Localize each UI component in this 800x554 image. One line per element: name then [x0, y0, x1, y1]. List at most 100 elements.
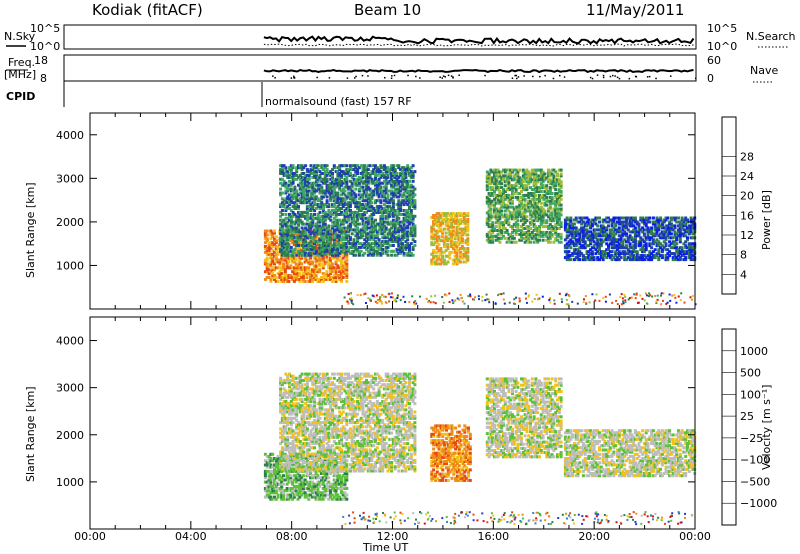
- echo-cell: [689, 248, 693, 252]
- echo-cell: [343, 189, 347, 193]
- echo-cell: [485, 188, 489, 192]
- echo-cell: [437, 237, 441, 241]
- echo-cell: [332, 181, 336, 185]
- echo-cell: [302, 181, 306, 185]
- echo-cell: [523, 170, 527, 174]
- echo-cell: [377, 224, 381, 228]
- echo-cell: [366, 172, 370, 175]
- echo-cell: [375, 253, 379, 257]
- echo-cell: [309, 203, 313, 207]
- echo-cell: [365, 220, 368, 224]
- echo-cell: [612, 244, 616, 248]
- echo-cell: [677, 252, 680, 256]
- echo-cell: [574, 240, 578, 244]
- echo-cell: [332, 187, 336, 191]
- echo-cell: [612, 226, 616, 230]
- echo-cell: [664, 258, 668, 262]
- echo-cell: [336, 175, 340, 179]
- echo-cell: [327, 185, 331, 189]
- echo-cell: [625, 222, 628, 226]
- echo-cell: [361, 226, 365, 230]
- echo-cell: [523, 221, 527, 225]
- echo-cell: [494, 201, 498, 205]
- echo-cell: [576, 252, 580, 256]
- echo-cell: [282, 172, 286, 175]
- echo-cell: [282, 222, 286, 226]
- echo-cell: [444, 262, 448, 266]
- echo-cell: [345, 274, 349, 278]
- echo-cell: [280, 201, 284, 205]
- echo-cell: [356, 207, 360, 210]
- echo-cell: [444, 214, 448, 217]
- echo-cell: [572, 244, 576, 248]
- echo-cell: [617, 216, 621, 220]
- echo-cell: [565, 252, 569, 256]
- echo-cell: [359, 214, 363, 218]
- echo-cell: [493, 182, 496, 186]
- echo-cell: [677, 295, 680, 298]
- echo-cell: [648, 230, 652, 234]
- echo-cell: [616, 256, 619, 260]
- echo-cell: [397, 238, 401, 242]
- echo-cell: [350, 168, 354, 172]
- echo-cell: [581, 256, 585, 260]
- echo-cell: [372, 245, 376, 249]
- echo-cell: [352, 253, 356, 257]
- echo-cell: [411, 245, 415, 249]
- echo-cell: [550, 232, 554, 236]
- echo-cell: [614, 232, 618, 236]
- echo-cell: [309, 253, 313, 257]
- echo-cell: [330, 266, 334, 270]
- echo-cell: [322, 249, 325, 253]
- echo-cell: [565, 254, 569, 258]
- echo-cell: [435, 247, 439, 250]
- echo-cell: [370, 189, 374, 193]
- echo-cell: [269, 254, 273, 258]
- echo-cell: [347, 173, 351, 177]
- echo-cell: [298, 220, 302, 224]
- echo-cell: [325, 260, 329, 264]
- echo-cell: [552, 207, 556, 211]
- echo-cell: [608, 293, 611, 296]
- echo-cell: [305, 183, 309, 187]
- echo-cell: [292, 276, 296, 279]
- echo-cell: [391, 224, 395, 228]
- echo-cell: [556, 172, 559, 176]
- echo-cell: [284, 185, 288, 189]
- echo-cell: [377, 193, 381, 197]
- echo-cell: [397, 187, 401, 191]
- echo-cell: [445, 294, 448, 297]
- echo-cell: [356, 226, 360, 230]
- echo-cell: [648, 216, 652, 220]
- echo-cell: [610, 218, 614, 222]
- echo-cell: [666, 226, 670, 230]
- echo-cell: [340, 183, 343, 187]
- echo-cell: [550, 211, 554, 215]
- echo-cell: [402, 166, 406, 170]
- echo-cell: [406, 170, 410, 174]
- echo-cell: [354, 193, 358, 197]
- echo-cell: [691, 242, 695, 246]
- echo-cell: [455, 233, 459, 237]
- echo-cell: [446, 260, 450, 264]
- echo-cell: [583, 256, 587, 260]
- echo-cell: [311, 175, 315, 179]
- echo-cell: [550, 229, 554, 232]
- echo-cell: [437, 229, 441, 233]
- echo-cell: [633, 216, 637, 220]
- echo-cell: [349, 292, 352, 295]
- echo-cell: [590, 218, 594, 222]
- echo-cell: [263, 260, 267, 264]
- echo-cell: [671, 258, 675, 262]
- echo-cell: [318, 203, 322, 207]
- echo-cell: [303, 266, 307, 270]
- echo-cell: [305, 260, 309, 264]
- echo-cell: [391, 212, 395, 216]
- echo-cell: [550, 172, 554, 176]
- echo-cell: [514, 223, 518, 227]
- echo-cell: [359, 216, 363, 220]
- echo-cell: [391, 191, 395, 195]
- echo-cell: [334, 247, 338, 251]
- echo-cell: [393, 240, 397, 244]
- echo-cell: [441, 231, 445, 235]
